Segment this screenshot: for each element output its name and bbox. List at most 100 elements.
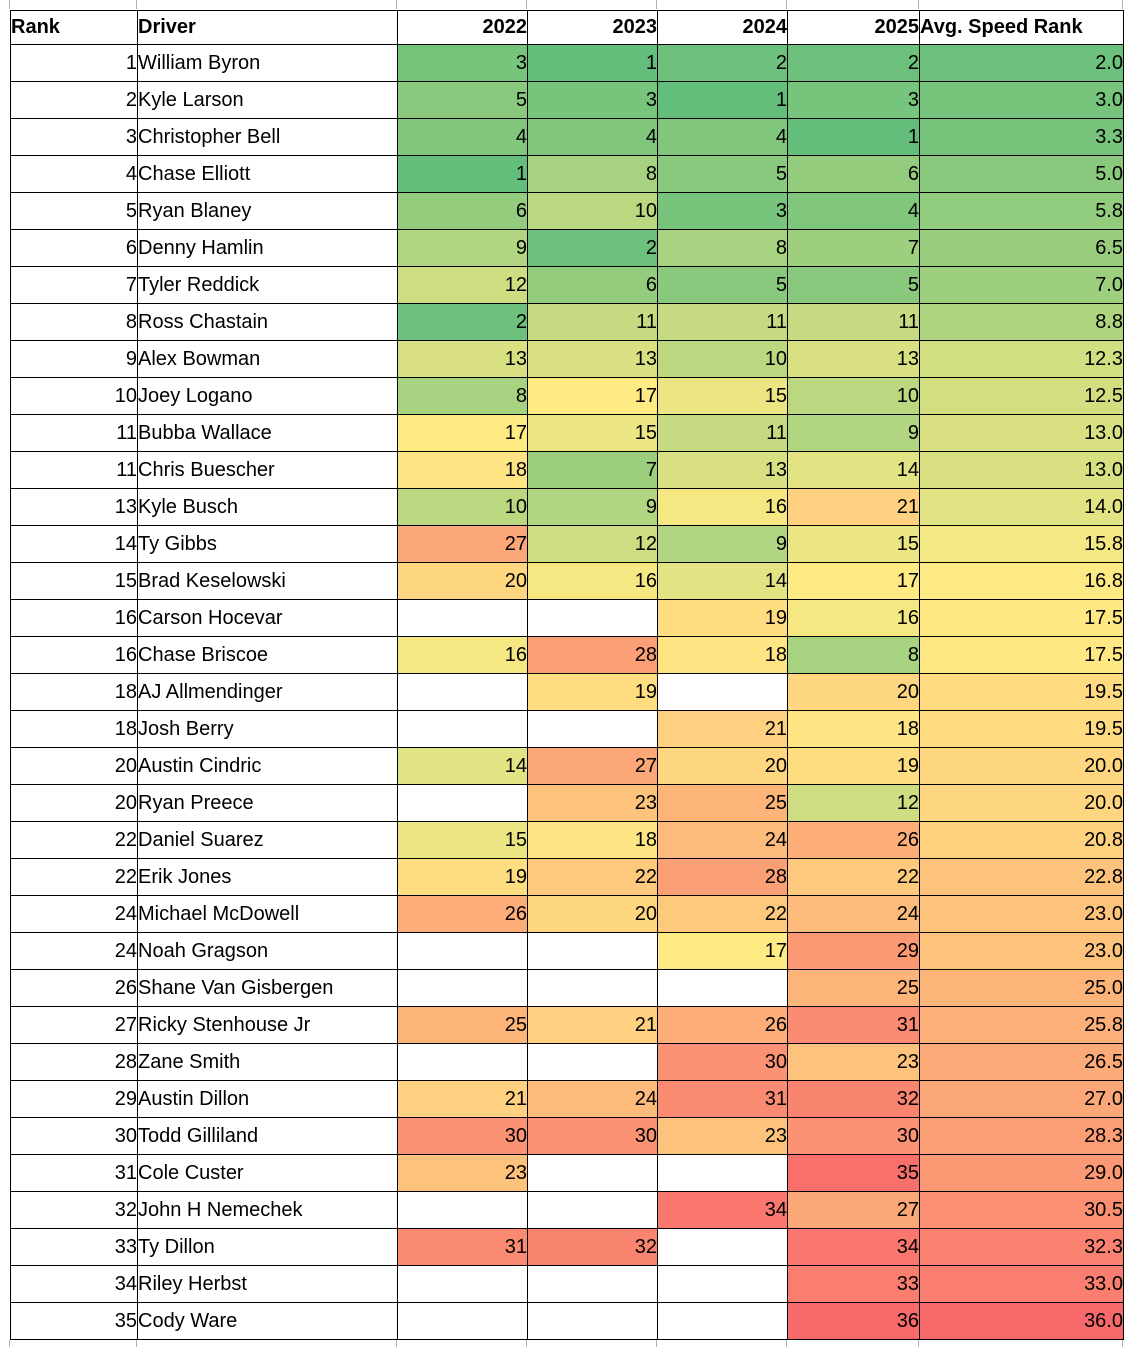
cell-rank[interactable]: 18 xyxy=(10,710,138,748)
cell-2022[interactable]: 30 xyxy=(397,1117,528,1155)
cell-2024[interactable]: 20 xyxy=(657,747,788,785)
cell-rank[interactable]: 28 xyxy=(10,1043,138,1081)
cell-2022[interactable] xyxy=(397,1043,528,1081)
cell-driver[interactable]: Ross Chastain xyxy=(137,303,398,341)
cell-driver[interactable]: Shane Van Gisbergen xyxy=(137,969,398,1007)
cell-rank[interactable]: 13 xyxy=(10,488,138,526)
cell-avg-speed-rank[interactable]: 28.3 xyxy=(919,1117,1124,1155)
cell-2023[interactable]: 4 xyxy=(527,118,658,156)
cell-2025[interactable]: 10 xyxy=(787,377,920,415)
cell-avg-speed-rank[interactable]: 25.8 xyxy=(919,1006,1124,1044)
cell-2023[interactable]: 23 xyxy=(527,784,658,822)
cell-rank[interactable]: 20 xyxy=(10,747,138,785)
cell-2025[interactable]: 29 xyxy=(787,932,920,970)
cell-driver[interactable]: Josh Berry xyxy=(137,710,398,748)
cell-2023[interactable]: 8 xyxy=(527,155,658,193)
cell-2022[interactable]: 16 xyxy=(397,636,528,674)
cell-driver[interactable]: Ty Dillon xyxy=(137,1228,398,1266)
cell-2023[interactable]: 30 xyxy=(527,1117,658,1155)
cell-2024[interactable]: 4 xyxy=(657,118,788,156)
cell-2024[interactable]: 22 xyxy=(657,895,788,933)
cell-2024[interactable]: 19 xyxy=(657,599,788,637)
column-header-driver[interactable]: Driver xyxy=(137,10,398,45)
cell-2022[interactable]: 23 xyxy=(397,1154,528,1192)
cell-rank[interactable]: 22 xyxy=(10,858,138,896)
cell-rank[interactable]: 14 xyxy=(10,525,138,563)
cell-avg-speed-rank[interactable]: 33.0 xyxy=(919,1265,1124,1303)
cell-2025[interactable]: 6 xyxy=(787,155,920,193)
cell-avg-speed-rank[interactable]: 19.5 xyxy=(919,673,1124,711)
cell-2024[interactable]: 21 xyxy=(657,710,788,748)
cell-driver[interactable]: Tyler Reddick xyxy=(137,266,398,304)
cell-2025[interactable]: 5 xyxy=(787,266,920,304)
cell-avg-speed-rank[interactable]: 27.0 xyxy=(919,1080,1124,1118)
cell-avg-speed-rank[interactable]: 3.0 xyxy=(919,81,1124,119)
cell-2022[interactable]: 4 xyxy=(397,118,528,156)
cell-2024[interactable]: 31 xyxy=(657,1080,788,1118)
cell-rank[interactable]: 11 xyxy=(10,414,138,452)
cell-2025[interactable]: 30 xyxy=(787,1117,920,1155)
cell-rank[interactable]: 11 xyxy=(10,451,138,489)
column-header-2023[interactable]: 2023 xyxy=(527,10,658,45)
cell-rank[interactable]: 3 xyxy=(10,118,138,156)
cell-2025[interactable]: 2 xyxy=(787,44,920,82)
cell-2025[interactable]: 23 xyxy=(787,1043,920,1081)
column-header-2024[interactable]: 2024 xyxy=(657,10,788,45)
cell-avg-speed-rank[interactable]: 36.0 xyxy=(919,1302,1124,1340)
cell-2022[interactable]: 5 xyxy=(397,81,528,119)
cell-2023[interactable]: 17 xyxy=(527,377,658,415)
cell-driver[interactable]: Riley Herbst xyxy=(137,1265,398,1303)
cell-rank[interactable]: 29 xyxy=(10,1080,138,1118)
cell-rank[interactable]: 34 xyxy=(10,1265,138,1303)
cell-2024[interactable] xyxy=(657,969,788,1007)
cell-2023[interactable] xyxy=(527,710,658,748)
cell-2023[interactable] xyxy=(527,1043,658,1081)
cell-rank[interactable]: 5 xyxy=(10,192,138,230)
cell-rank[interactable]: 26 xyxy=(10,969,138,1007)
cell-rank[interactable]: 33 xyxy=(10,1228,138,1266)
cell-2023[interactable]: 32 xyxy=(527,1228,658,1266)
cell-driver[interactable]: Daniel Suarez xyxy=(137,821,398,859)
cell-2025[interactable]: 1 xyxy=(787,118,920,156)
column-header-avg-speed-rank[interactable]: Avg. Speed Rank xyxy=(919,10,1124,45)
cell-2022[interactable] xyxy=(397,969,528,1007)
cell-2022[interactable]: 13 xyxy=(397,340,528,378)
cell-2023[interactable] xyxy=(527,1191,658,1229)
cell-2024[interactable]: 2 xyxy=(657,44,788,82)
cell-2022[interactable]: 12 xyxy=(397,266,528,304)
cell-rank[interactable]: 30 xyxy=(10,1117,138,1155)
cell-2025[interactable]: 18 xyxy=(787,710,920,748)
cell-driver[interactable]: William Byron xyxy=(137,44,398,82)
cell-2023[interactable]: 11 xyxy=(527,303,658,341)
cell-driver[interactable]: Zane Smith xyxy=(137,1043,398,1081)
cell-rank[interactable]: 16 xyxy=(10,636,138,674)
cell-driver[interactable]: Noah Gragson xyxy=(137,932,398,970)
cell-avg-speed-rank[interactable]: 5.8 xyxy=(919,192,1124,230)
cell-rank[interactable]: 18 xyxy=(10,673,138,711)
cell-rank[interactable]: 7 xyxy=(10,266,138,304)
cell-2025[interactable]: 11 xyxy=(787,303,920,341)
cell-2023[interactable]: 28 xyxy=(527,636,658,674)
cell-rank[interactable]: 24 xyxy=(10,895,138,933)
cell-driver[interactable]: Carson Hocevar xyxy=(137,599,398,637)
cell-driver[interactable]: Cole Custer xyxy=(137,1154,398,1192)
cell-2025[interactable]: 33 xyxy=(787,1265,920,1303)
cell-2024[interactable]: 11 xyxy=(657,414,788,452)
cell-2022[interactable]: 31 xyxy=(397,1228,528,1266)
cell-2022[interactable] xyxy=(397,673,528,711)
cell-driver[interactable]: Erik Jones xyxy=(137,858,398,896)
cell-driver[interactable]: Joey Logano xyxy=(137,377,398,415)
cell-avg-speed-rank[interactable]: 22.8 xyxy=(919,858,1124,896)
cell-2025[interactable]: 20 xyxy=(787,673,920,711)
cell-driver[interactable]: Chris Buescher xyxy=(137,451,398,489)
cell-2024[interactable]: 9 xyxy=(657,525,788,563)
cell-2024[interactable]: 30 xyxy=(657,1043,788,1081)
cell-2024[interactable]: 5 xyxy=(657,266,788,304)
cell-rank[interactable]: 22 xyxy=(10,821,138,859)
cell-driver[interactable]: Chase Elliott xyxy=(137,155,398,193)
cell-2024[interactable]: 3 xyxy=(657,192,788,230)
cell-2023[interactable]: 16 xyxy=(527,562,658,600)
cell-avg-speed-rank[interactable]: 3.3 xyxy=(919,118,1124,156)
cell-driver[interactable]: Alex Bowman xyxy=(137,340,398,378)
cell-2022[interactable]: 19 xyxy=(397,858,528,896)
